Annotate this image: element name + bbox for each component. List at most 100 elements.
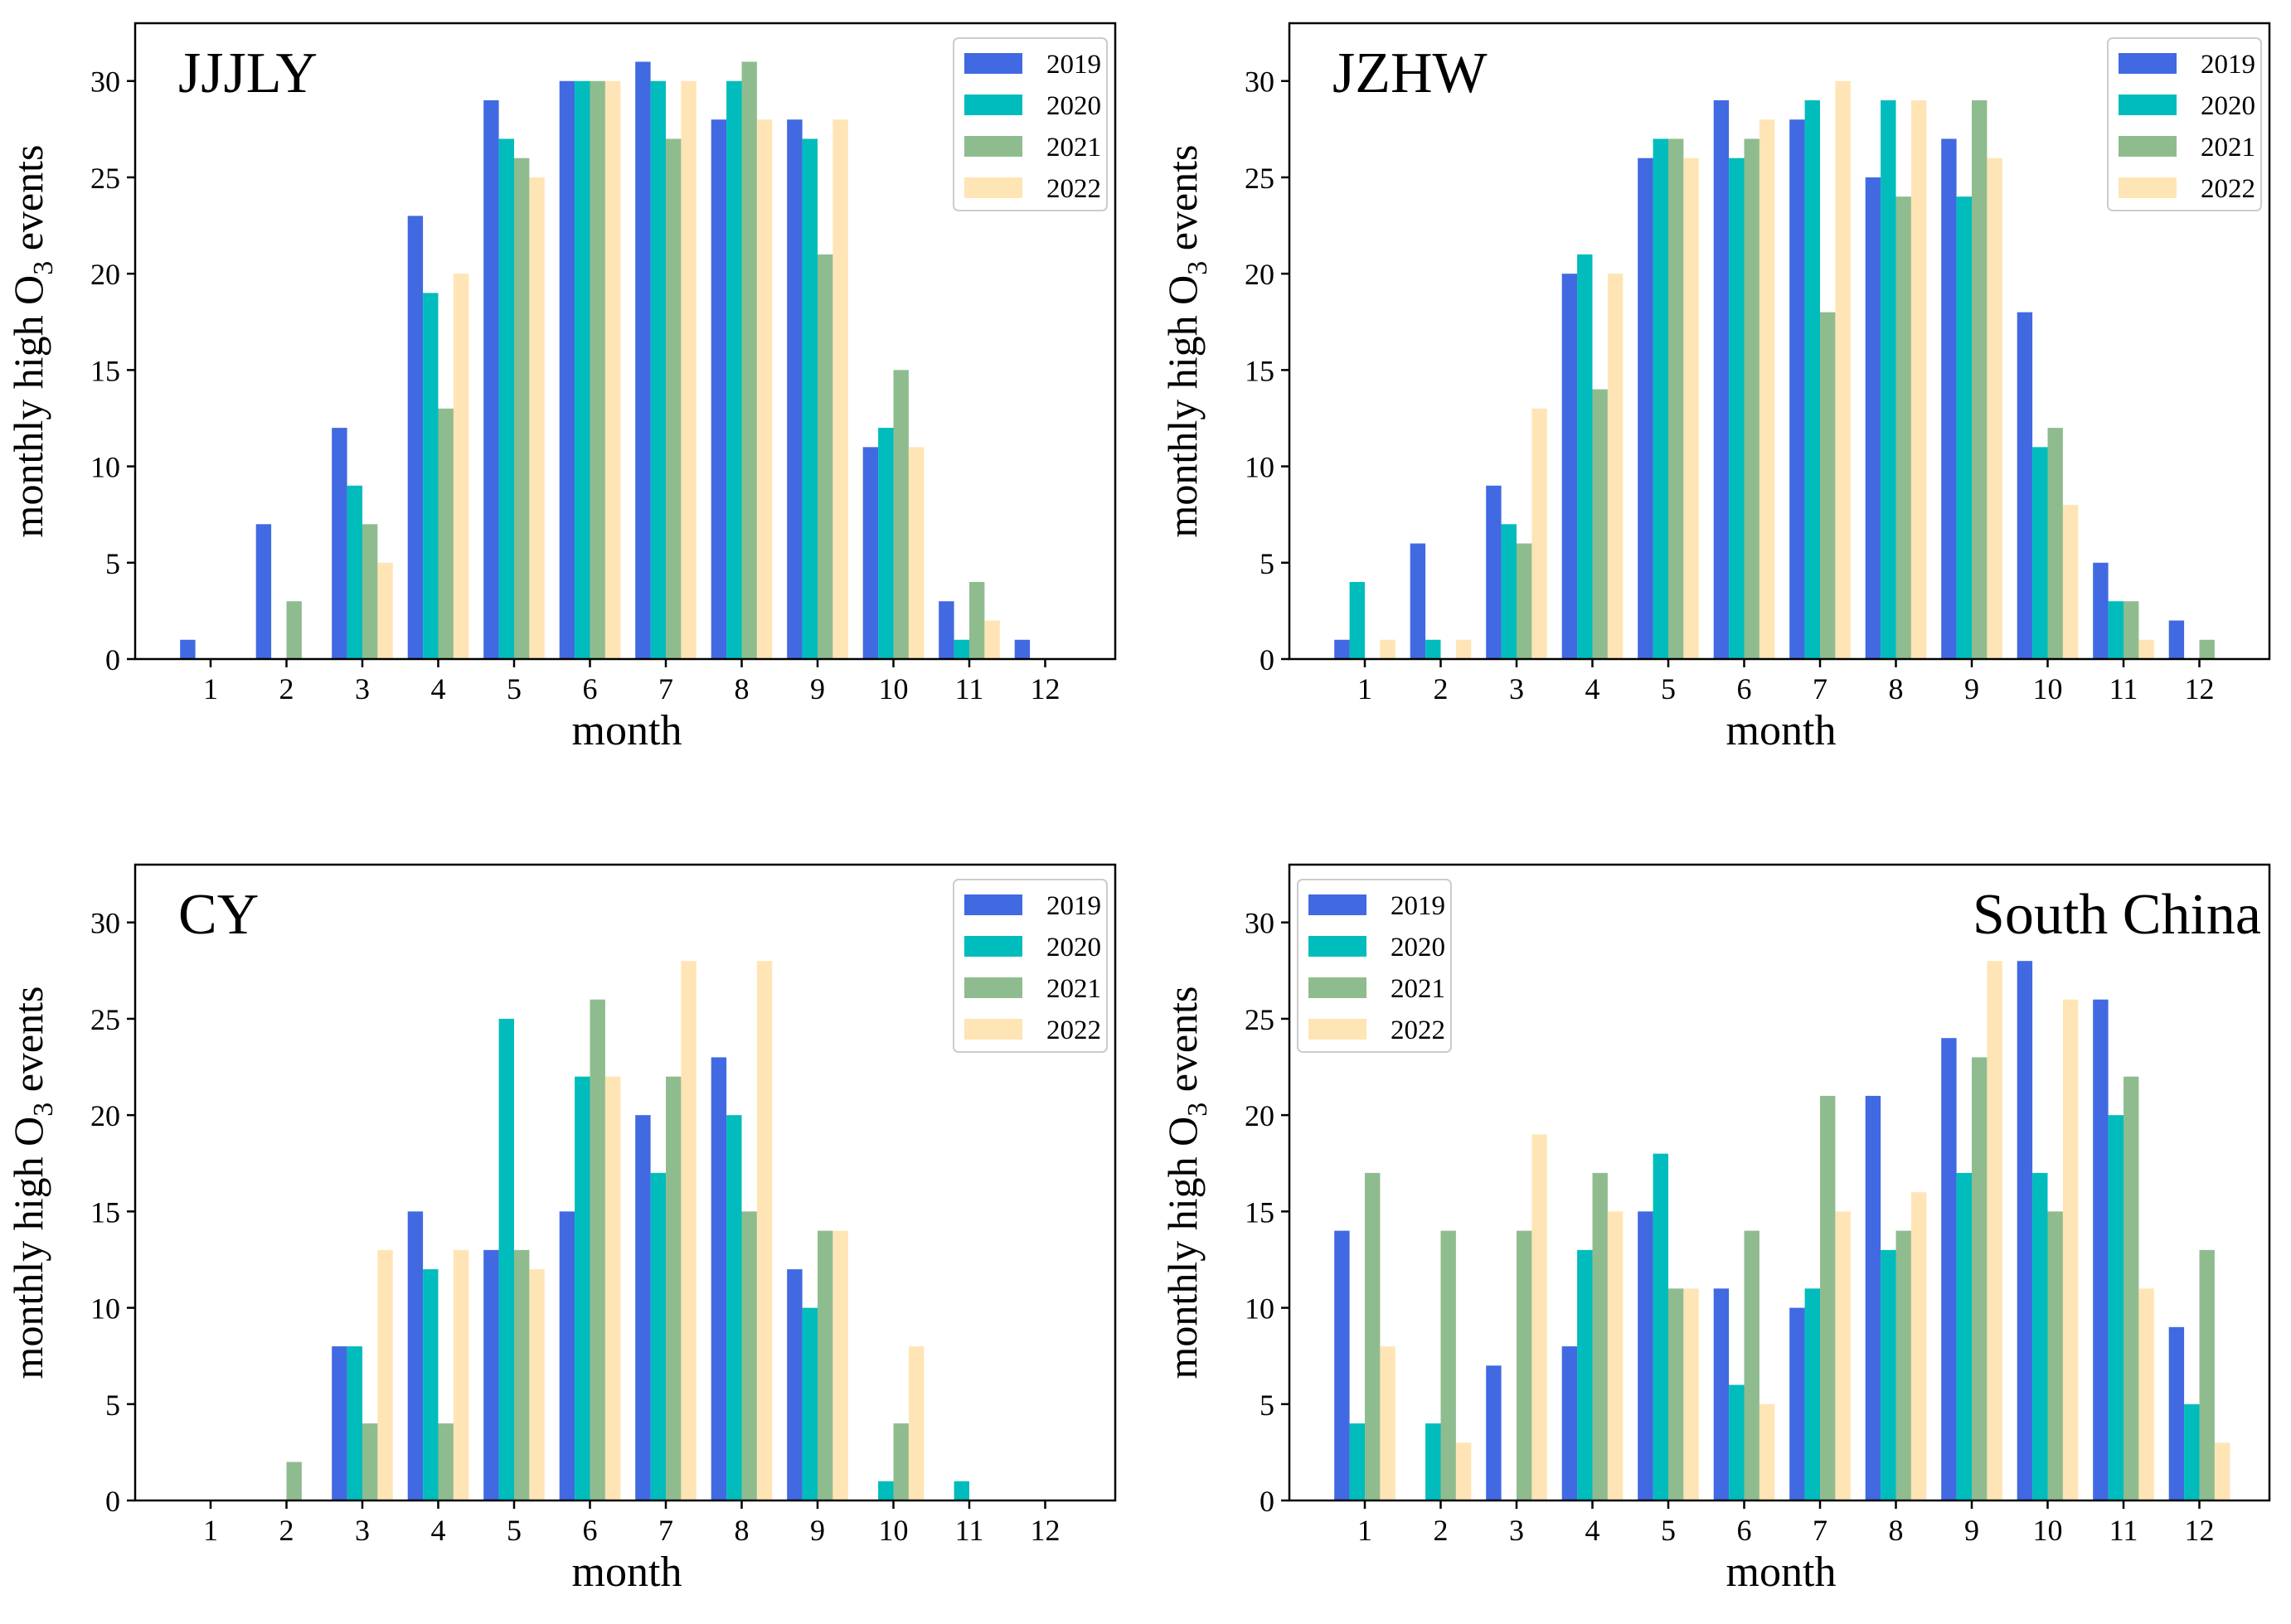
x-tick-label: 1 xyxy=(1357,1514,1372,1547)
bar-2019-month-4 xyxy=(407,1211,424,1500)
y-tick-label: 0 xyxy=(105,643,120,676)
y-axis-label-main: monthly high O xyxy=(1159,1117,1206,1379)
bar-2019-month-11 xyxy=(2093,562,2109,659)
bar-2022-month-10 xyxy=(2062,999,2079,1500)
y-axis-label: monthly high O3 events xyxy=(5,145,59,538)
bar-2019-month-3 xyxy=(1486,1365,1502,1500)
bar-2019-month-7 xyxy=(1789,1307,1805,1500)
y-axis-label-tail: events xyxy=(1159,145,1206,261)
x-axis-label: month xyxy=(1726,707,1837,754)
bar-2021-month-11 xyxy=(2124,1076,2139,1500)
x-tick-label: 2 xyxy=(279,1514,294,1547)
legend-label-2021: 2021 xyxy=(1046,974,1101,1004)
y-axis-label: monthly high O3 events xyxy=(1159,987,1213,1379)
bar-2019-month-3 xyxy=(1486,485,1502,659)
bar-2020-month-12 xyxy=(2184,1403,2200,1500)
legend-label-2022: 2022 xyxy=(2201,174,2255,204)
bar-2022-month-7 xyxy=(681,961,697,1500)
y-tick-label: 25 xyxy=(90,162,120,195)
bar-2022-month-3 xyxy=(1531,1134,1547,1500)
bar-2022-month-5 xyxy=(1683,1288,1699,1500)
bar-2022-month-4 xyxy=(1607,274,1624,659)
y-tick-label: 25 xyxy=(1245,1003,1274,1036)
x-tick-label: 11 xyxy=(955,672,984,705)
bar-2019-month-8 xyxy=(711,1057,727,1500)
legend-swatch-2022 xyxy=(1308,1019,1366,1040)
y-tick-label: 20 xyxy=(90,258,120,291)
x-axis-label: month xyxy=(572,1549,682,1596)
bar-2021-month-6 xyxy=(1744,1230,1760,1500)
bar-2019-month-2 xyxy=(1410,543,1426,659)
x-tick-label: 6 xyxy=(583,1514,598,1547)
y-axis-label-main: monthly high O xyxy=(5,275,51,538)
x-tick-label: 6 xyxy=(1737,1514,1752,1547)
bar-2019-month-6 xyxy=(1713,99,1730,660)
legend-swatch-2020 xyxy=(964,936,1022,957)
y-tick-label: 30 xyxy=(90,907,120,940)
legend-swatch-2020 xyxy=(1308,936,1366,957)
legend-label-2019: 2019 xyxy=(1046,891,1101,921)
bar-2020-month-8 xyxy=(726,80,742,660)
legend-swatch-2022 xyxy=(964,177,1022,198)
bar-2021-month-5 xyxy=(1668,138,1684,659)
bar-2021-month-5 xyxy=(1668,1288,1684,1500)
y-axis-label: monthly high O3 events xyxy=(5,987,59,1379)
legend-swatch-2022 xyxy=(2119,177,2177,198)
legend-box xyxy=(953,879,1108,1053)
bar-2022-month-1 xyxy=(1380,1346,1395,1500)
bar-2020-month-8 xyxy=(1881,1249,1896,1500)
bar-2019-month-6 xyxy=(559,80,575,660)
x-tick-label: 3 xyxy=(1509,672,1524,705)
bar-2022-month-8 xyxy=(756,961,773,1500)
bar-2019-month-7 xyxy=(635,61,651,660)
x-axis-label: month xyxy=(1726,1549,1837,1596)
x-tick-label: 10 xyxy=(879,672,909,705)
bar-2019-month-12 xyxy=(1014,639,1031,659)
bar-2020-month-10 xyxy=(2032,447,2048,659)
y-axis-label-main: monthly high O xyxy=(5,1117,51,1379)
bar-2020-month-11 xyxy=(954,639,969,659)
y-tick-label: 5 xyxy=(105,1389,120,1422)
legend: 2019 2020 2021 2022 xyxy=(953,879,1108,1053)
bar-2021-month-7 xyxy=(666,1076,682,1500)
bar-2022-month-11 xyxy=(984,620,1000,659)
bar-2021-month-8 xyxy=(741,61,757,660)
bar-2019-month-6 xyxy=(559,1211,575,1500)
y-axis-label-tail: events xyxy=(1159,987,1206,1103)
y-tick-label: 10 xyxy=(90,451,120,484)
bar-2022-month-10 xyxy=(908,1346,925,1500)
y-tick-label: 30 xyxy=(1245,907,1274,940)
x-tick-label: 4 xyxy=(1585,672,1600,705)
bar-2022-month-10 xyxy=(2062,505,2079,659)
y-tick-label: 0 xyxy=(1260,643,1274,676)
bar-2021-month-6 xyxy=(590,80,605,660)
x-tick-label: 12 xyxy=(2185,1514,2215,1547)
bar-2022-month-2 xyxy=(1455,1442,1472,1500)
x-tick-label: 12 xyxy=(1031,672,1061,705)
bar-2021-month-4 xyxy=(438,408,454,659)
bar-2021-month-6 xyxy=(590,999,605,1500)
bar-2022-month-3 xyxy=(377,562,393,659)
panel-title: JJJLY xyxy=(178,41,318,105)
bar-2019-month-1 xyxy=(1334,639,1350,659)
x-tick-label: 9 xyxy=(1964,672,1979,705)
bar-2020-month-7 xyxy=(1804,99,1820,660)
x-tick-label: 7 xyxy=(1813,672,1827,705)
x-tick-label: 1 xyxy=(1357,672,1372,705)
y-tick-label: 10 xyxy=(1245,1292,1274,1326)
bar-2022-month-7 xyxy=(1835,1211,1851,1500)
bar-2019-month-12 xyxy=(2168,620,2185,659)
y-tick-label: 15 xyxy=(90,1195,120,1229)
y-tick-label: 15 xyxy=(1245,1195,1274,1229)
legend-label-2021: 2021 xyxy=(1391,974,1445,1004)
bar-2020-month-5 xyxy=(1653,138,1668,659)
y-axis-label-tail: events xyxy=(5,987,51,1103)
y-tick-label: 20 xyxy=(1245,1099,1274,1132)
legend-swatch-2020 xyxy=(964,95,1022,115)
x-tick-label: 2 xyxy=(279,672,294,705)
bar-2019-month-10 xyxy=(862,447,879,659)
bar-2020-month-10 xyxy=(878,428,894,659)
legend-swatch-2019 xyxy=(964,53,1022,74)
x-tick-label: 2 xyxy=(1434,1514,1449,1547)
